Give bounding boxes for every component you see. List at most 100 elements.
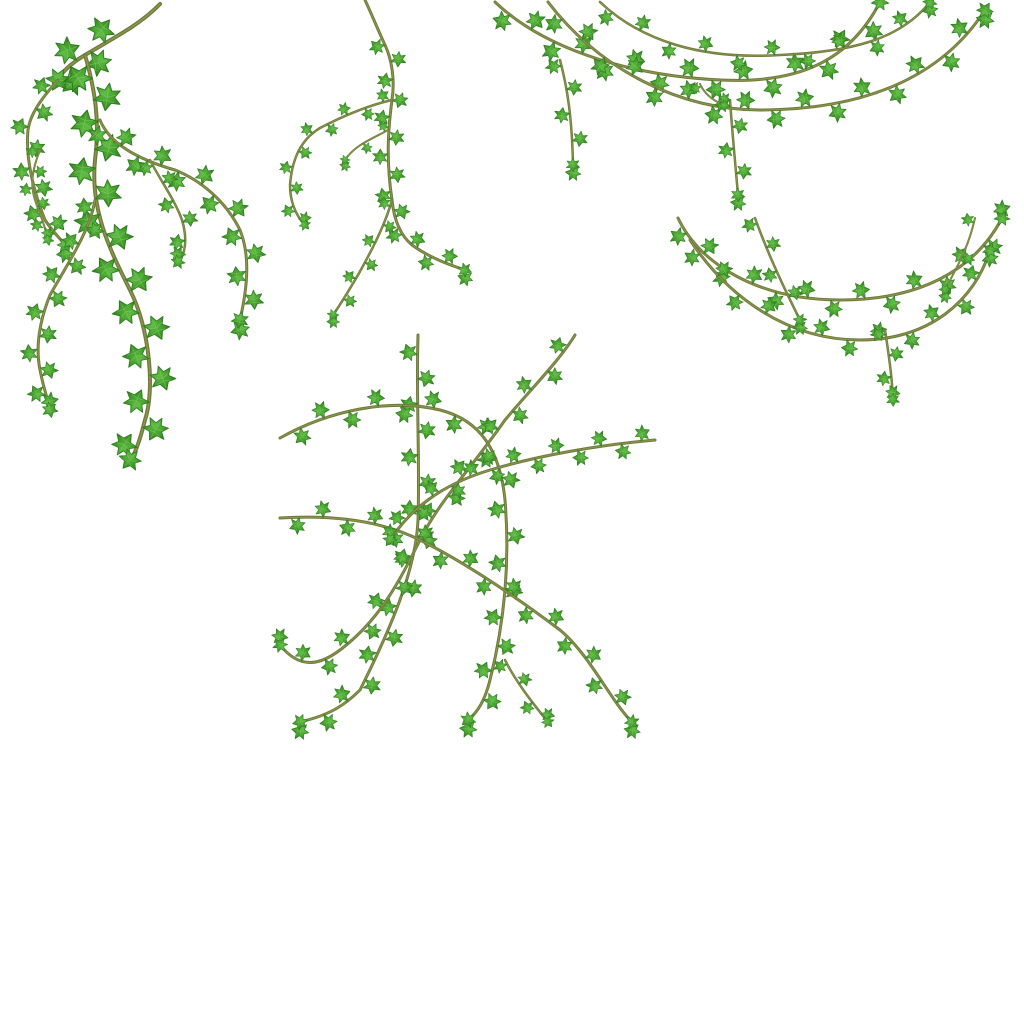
- ivy-leaf: [399, 446, 420, 468]
- ivy-leaf: [225, 265, 248, 288]
- ivy-leaf: [31, 100, 57, 126]
- ivy-leaf: [722, 290, 747, 315]
- ivy-leaf: [489, 8, 515, 34]
- ivy-leaf: [459, 546, 483, 570]
- vine-stem-highlight: [547, 1, 986, 111]
- vine-stem-highlight: [559, 59, 574, 166]
- ivy-leaf: [120, 261, 158, 299]
- ivy-leaf: [571, 129, 590, 149]
- vine-stem-highlight: [599, 1, 931, 57]
- vine-stem: [98, 118, 249, 322]
- vine-stem-highlight: [289, 99, 393, 226]
- ivy-leaf: [46, 286, 71, 311]
- vine-stem-highlight: [279, 404, 508, 721]
- vine-stem-highlight: [84, 54, 151, 461]
- ivy-leaf: [552, 634, 577, 658]
- vine-stem: [503, 658, 550, 724]
- ivy-leaf: [611, 686, 634, 708]
- ivy-leaf: [508, 403, 532, 428]
- ivy-leaf: [87, 251, 125, 288]
- ivy-leaf: [387, 128, 406, 147]
- ivy-leaf: [521, 6, 550, 35]
- ivy-leaf: [514, 604, 538, 627]
- ivy-leaf: [824, 299, 844, 319]
- ivy-leaf: [330, 626, 353, 649]
- ivy-leaf: [340, 291, 360, 311]
- ivy-leaf: [765, 108, 787, 130]
- ivy-leaf: [18, 181, 34, 198]
- ivy-leaf: [902, 51, 929, 78]
- ivy-leaf: [49, 33, 85, 69]
- ivy-leaf: [541, 11, 567, 37]
- ivy-leaf-tip: [868, 0, 892, 15]
- ivy-leaf: [542, 364, 567, 388]
- ivy-leaf: [946, 14, 973, 41]
- ivy-leaf: [512, 373, 537, 397]
- ivy-leaf-tip: [730, 186, 746, 203]
- ivy-leaf: [219, 223, 245, 250]
- ivy-leaf-tip: [565, 157, 581, 173]
- ivy-garland-double-top: [489, 0, 997, 213]
- ivy-leaf: [735, 162, 753, 181]
- ivy-leaf: [888, 7, 912, 30]
- ivy-leaf: [19, 343, 39, 364]
- vine-stem-highlight: [279, 516, 633, 723]
- ivy-leaf: [939, 50, 964, 75]
- ivy-leaf: [595, 7, 617, 28]
- ivy-leaf: [191, 161, 219, 189]
- hanging-ivy-cluster-small: [277, 0, 476, 329]
- ivy-leaf: [441, 412, 467, 437]
- ivy-leaf: [339, 267, 359, 286]
- ivy-leaf: [407, 228, 429, 250]
- ivy-leaf: [289, 180, 304, 196]
- ivy-leaf: [851, 280, 871, 300]
- vine-stem-highlight: [99, 119, 248, 321]
- ivy-leaf: [428, 548, 452, 573]
- ivy-leaf: [763, 38, 781, 56]
- vine-stem-highlight: [299, 334, 420, 723]
- ivy-leaf: [840, 339, 859, 358]
- ivy-leaf-tip: [885, 392, 901, 408]
- ivy-leaf: [243, 289, 265, 311]
- ivy-leaf: [366, 387, 386, 408]
- ivy-leaf: [814, 56, 843, 85]
- ivy-leaf: [542, 55, 565, 78]
- ivy-leaf: [388, 165, 407, 184]
- ivy-leaf: [716, 140, 736, 160]
- vine-stem-highlight: [689, 239, 991, 341]
- ivy-leaf: [416, 419, 438, 441]
- ivy-garland-double-right: [665, 197, 1014, 408]
- vine-stem: [298, 333, 421, 724]
- vine-stem-highlight: [364, 0, 466, 271]
- ivy-leaf: [631, 11, 655, 35]
- ivy-leaf: [107, 294, 144, 331]
- ivy-leaf: [547, 334, 569, 357]
- hanging-ivy-cluster-large: [7, 2, 268, 476]
- vine-stem: [331, 198, 394, 317]
- ivy-leaf: [515, 670, 534, 689]
- ivy-leaf: [472, 575, 496, 599]
- ivy-leaf: [12, 162, 31, 182]
- ivy-leaf: [678, 57, 701, 79]
- ivy-leaf: [919, 300, 944, 325]
- ivy-leaf: [330, 682, 354, 706]
- ivy-leaf: [361, 620, 384, 643]
- vine-stem-highlight: [389, 439, 656, 541]
- ivy-leaf: [544, 605, 568, 628]
- vine-stem-highlight: [754, 217, 801, 321]
- ivy-leaf: [224, 194, 253, 222]
- ivy-leaf: [372, 148, 389, 166]
- ivy-leaf: [504, 524, 527, 547]
- ivy-leaf: [735, 90, 756, 110]
- vine-stem-highlight: [332, 199, 393, 316]
- vine-stem-highlight: [37, 199, 96, 411]
- ivy-leaf: [665, 223, 691, 249]
- crossed-ivy-branches: [269, 333, 657, 742]
- ivy-leaf: [517, 698, 537, 717]
- ivy-leaf: [82, 11, 121, 49]
- vine-stem-highlight: [729, 99, 739, 196]
- ivy-leaf: [297, 119, 317, 139]
- vine-stem-highlight: [504, 659, 549, 723]
- ivy-leaf: [581, 642, 606, 667]
